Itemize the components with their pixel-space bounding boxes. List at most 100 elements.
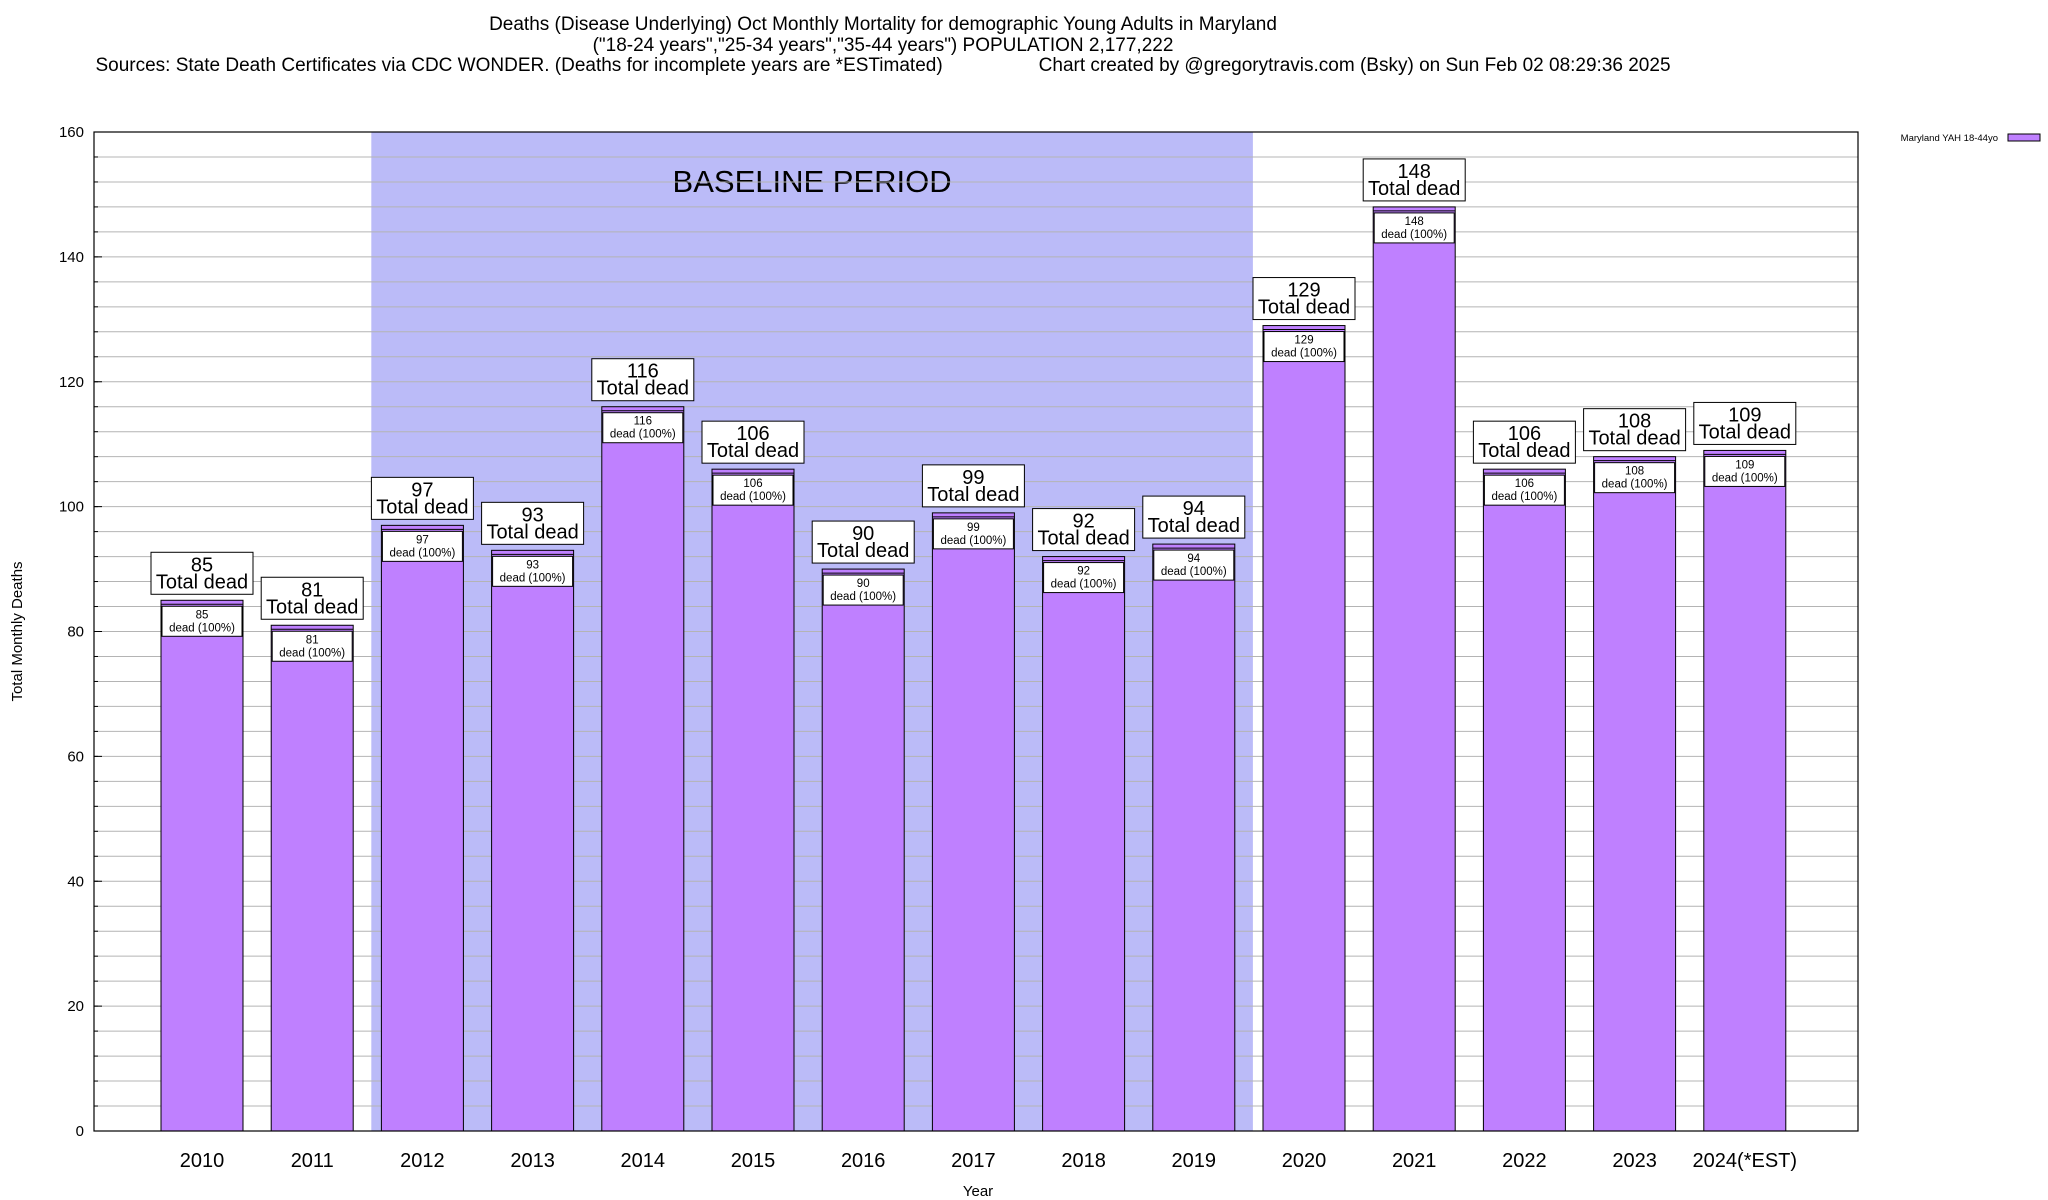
total-label-box [1583, 408, 1687, 452]
total-label-box [1142, 495, 1246, 539]
inner-value-label: 109 [1735, 459, 1754, 471]
bar [160, 599, 244, 1132]
total-dead-label: Total dead [707, 440, 799, 462]
bar [1482, 468, 1566, 1132]
total-dead-label: Total dead [486, 521, 578, 543]
total-value-label: 129 [1287, 280, 1320, 302]
y-tick-label: 20 [67, 998, 84, 1015]
total-value-label: 92 [1072, 511, 1094, 533]
inner-label-box [1373, 212, 1455, 244]
inner-value-label: 108 [1625, 466, 1644, 478]
total-label-box [921, 464, 1025, 508]
x-tick-label: 2011 [291, 1150, 334, 1172]
bar [821, 568, 905, 1132]
total-dead-label: Total dead [1588, 428, 1680, 450]
x-tick-label: 2014 [621, 1150, 666, 1172]
x-tick-label: 2021 [1392, 1150, 1437, 1172]
total-value-label: 85 [191, 554, 213, 576]
total-value-label: 109 [1728, 404, 1761, 426]
bar [1593, 456, 1677, 1132]
total-label-box [1362, 158, 1466, 202]
total-value-label: 99 [962, 467, 984, 489]
bar [380, 524, 464, 1132]
inner-percent-label: dead (100%) [279, 647, 345, 659]
inner-value-label: 93 [526, 559, 539, 571]
total-dead-label: Total dead [1478, 440, 1570, 462]
inner-percent-label: dead (100%) [830, 591, 896, 603]
inner-percent-label: dead (100%) [940, 535, 1006, 547]
total-label-box [1693, 401, 1797, 445]
total-dead-label: Total dead [927, 484, 1019, 506]
inner-value-label: 92 [1077, 566, 1090, 578]
inner-value-label: 148 [1405, 216, 1424, 228]
inner-value-label: 106 [1515, 478, 1534, 490]
x-tick-label: 2019 [1172, 1150, 1217, 1172]
legend-swatch [2007, 133, 2041, 142]
total-label-box [591, 358, 695, 402]
x-tick-label: 2018 [1061, 1150, 1106, 1172]
inner-value-label: 97 [416, 534, 429, 546]
total-value-label: 108 [1618, 411, 1651, 433]
y-tick-label: 80 [67, 624, 84, 641]
inner-label-box [822, 574, 904, 606]
total-label-box [1032, 508, 1136, 552]
total-label-box [1252, 277, 1356, 321]
total-dead-label: Total dead [817, 540, 909, 562]
x-tick-label: 2016 [841, 1150, 886, 1172]
inner-percent-label: dead (100%) [169, 622, 235, 634]
x-tick-label: 2010 [180, 1150, 225, 1172]
inner-percent-label: dead (100%) [1271, 348, 1337, 360]
inner-label-box [271, 630, 353, 662]
total-label-box [370, 476, 474, 520]
total-value-label: 106 [736, 423, 769, 445]
total-label-box [1472, 420, 1576, 464]
inner-label-box [492, 555, 574, 587]
x-tick-label: 2013 [510, 1150, 555, 1172]
inner-value-label: 129 [1294, 335, 1313, 347]
inner-percent-label: dead (100%) [1381, 229, 1447, 241]
y-tick-label: 60 [67, 748, 84, 765]
total-value-label: 90 [852, 523, 874, 545]
x-tick-label: 2022 [1502, 1150, 1547, 1172]
total-label-box [260, 576, 364, 620]
total-dead-label: Total dead [266, 596, 358, 618]
inner-label-box [1483, 474, 1565, 506]
inner-percent-label: dead (100%) [1602, 479, 1668, 491]
total-label-box [701, 420, 805, 464]
total-value-label: 93 [521, 504, 543, 526]
inner-label-box [932, 518, 1014, 550]
total-value-label: 116 [627, 361, 659, 383]
inner-percent-label: dead (100%) [610, 429, 676, 441]
legend-label: Maryland YAH 18-44yo [1901, 133, 1998, 144]
inner-value-label: 81 [306, 634, 319, 646]
total-value-label: 97 [411, 479, 433, 501]
inner-percent-label: dead (100%) [389, 547, 455, 559]
inner-value-label: 99 [967, 522, 980, 534]
bar [601, 406, 685, 1132]
bar [1372, 206, 1456, 1132]
y-tick-label: 140 [59, 249, 84, 266]
inner-value-label: 85 [196, 609, 209, 621]
y-tick-label: 120 [59, 374, 84, 391]
inner-label-box [161, 605, 243, 637]
chart-title: Deaths (Disease Underlying) Oct Monthly … [489, 14, 1277, 35]
inner-label-box [1704, 455, 1786, 487]
total-value-label: 81 [301, 579, 323, 601]
bar [1703, 449, 1787, 1132]
inner-label-box [602, 412, 684, 444]
inner-percent-label: dead (100%) [500, 572, 566, 584]
bar [1152, 543, 1236, 1132]
inner-value-label: 106 [743, 478, 762, 490]
total-dead-label: Total dead [1368, 178, 1460, 200]
y-tick-label: 40 [67, 873, 84, 890]
total-dead-label: Total dead [1148, 515, 1240, 537]
inner-label-box [712, 474, 794, 506]
total-dead-label: Total dead [1037, 528, 1129, 550]
chart-subtitle: ("18-24 years","25-34 years","35-44 year… [592, 35, 1174, 56]
inner-label-box [1043, 562, 1125, 594]
total-label-box [150, 551, 254, 595]
total-dead-label: Total dead [597, 378, 689, 400]
inner-label-box [381, 530, 463, 562]
